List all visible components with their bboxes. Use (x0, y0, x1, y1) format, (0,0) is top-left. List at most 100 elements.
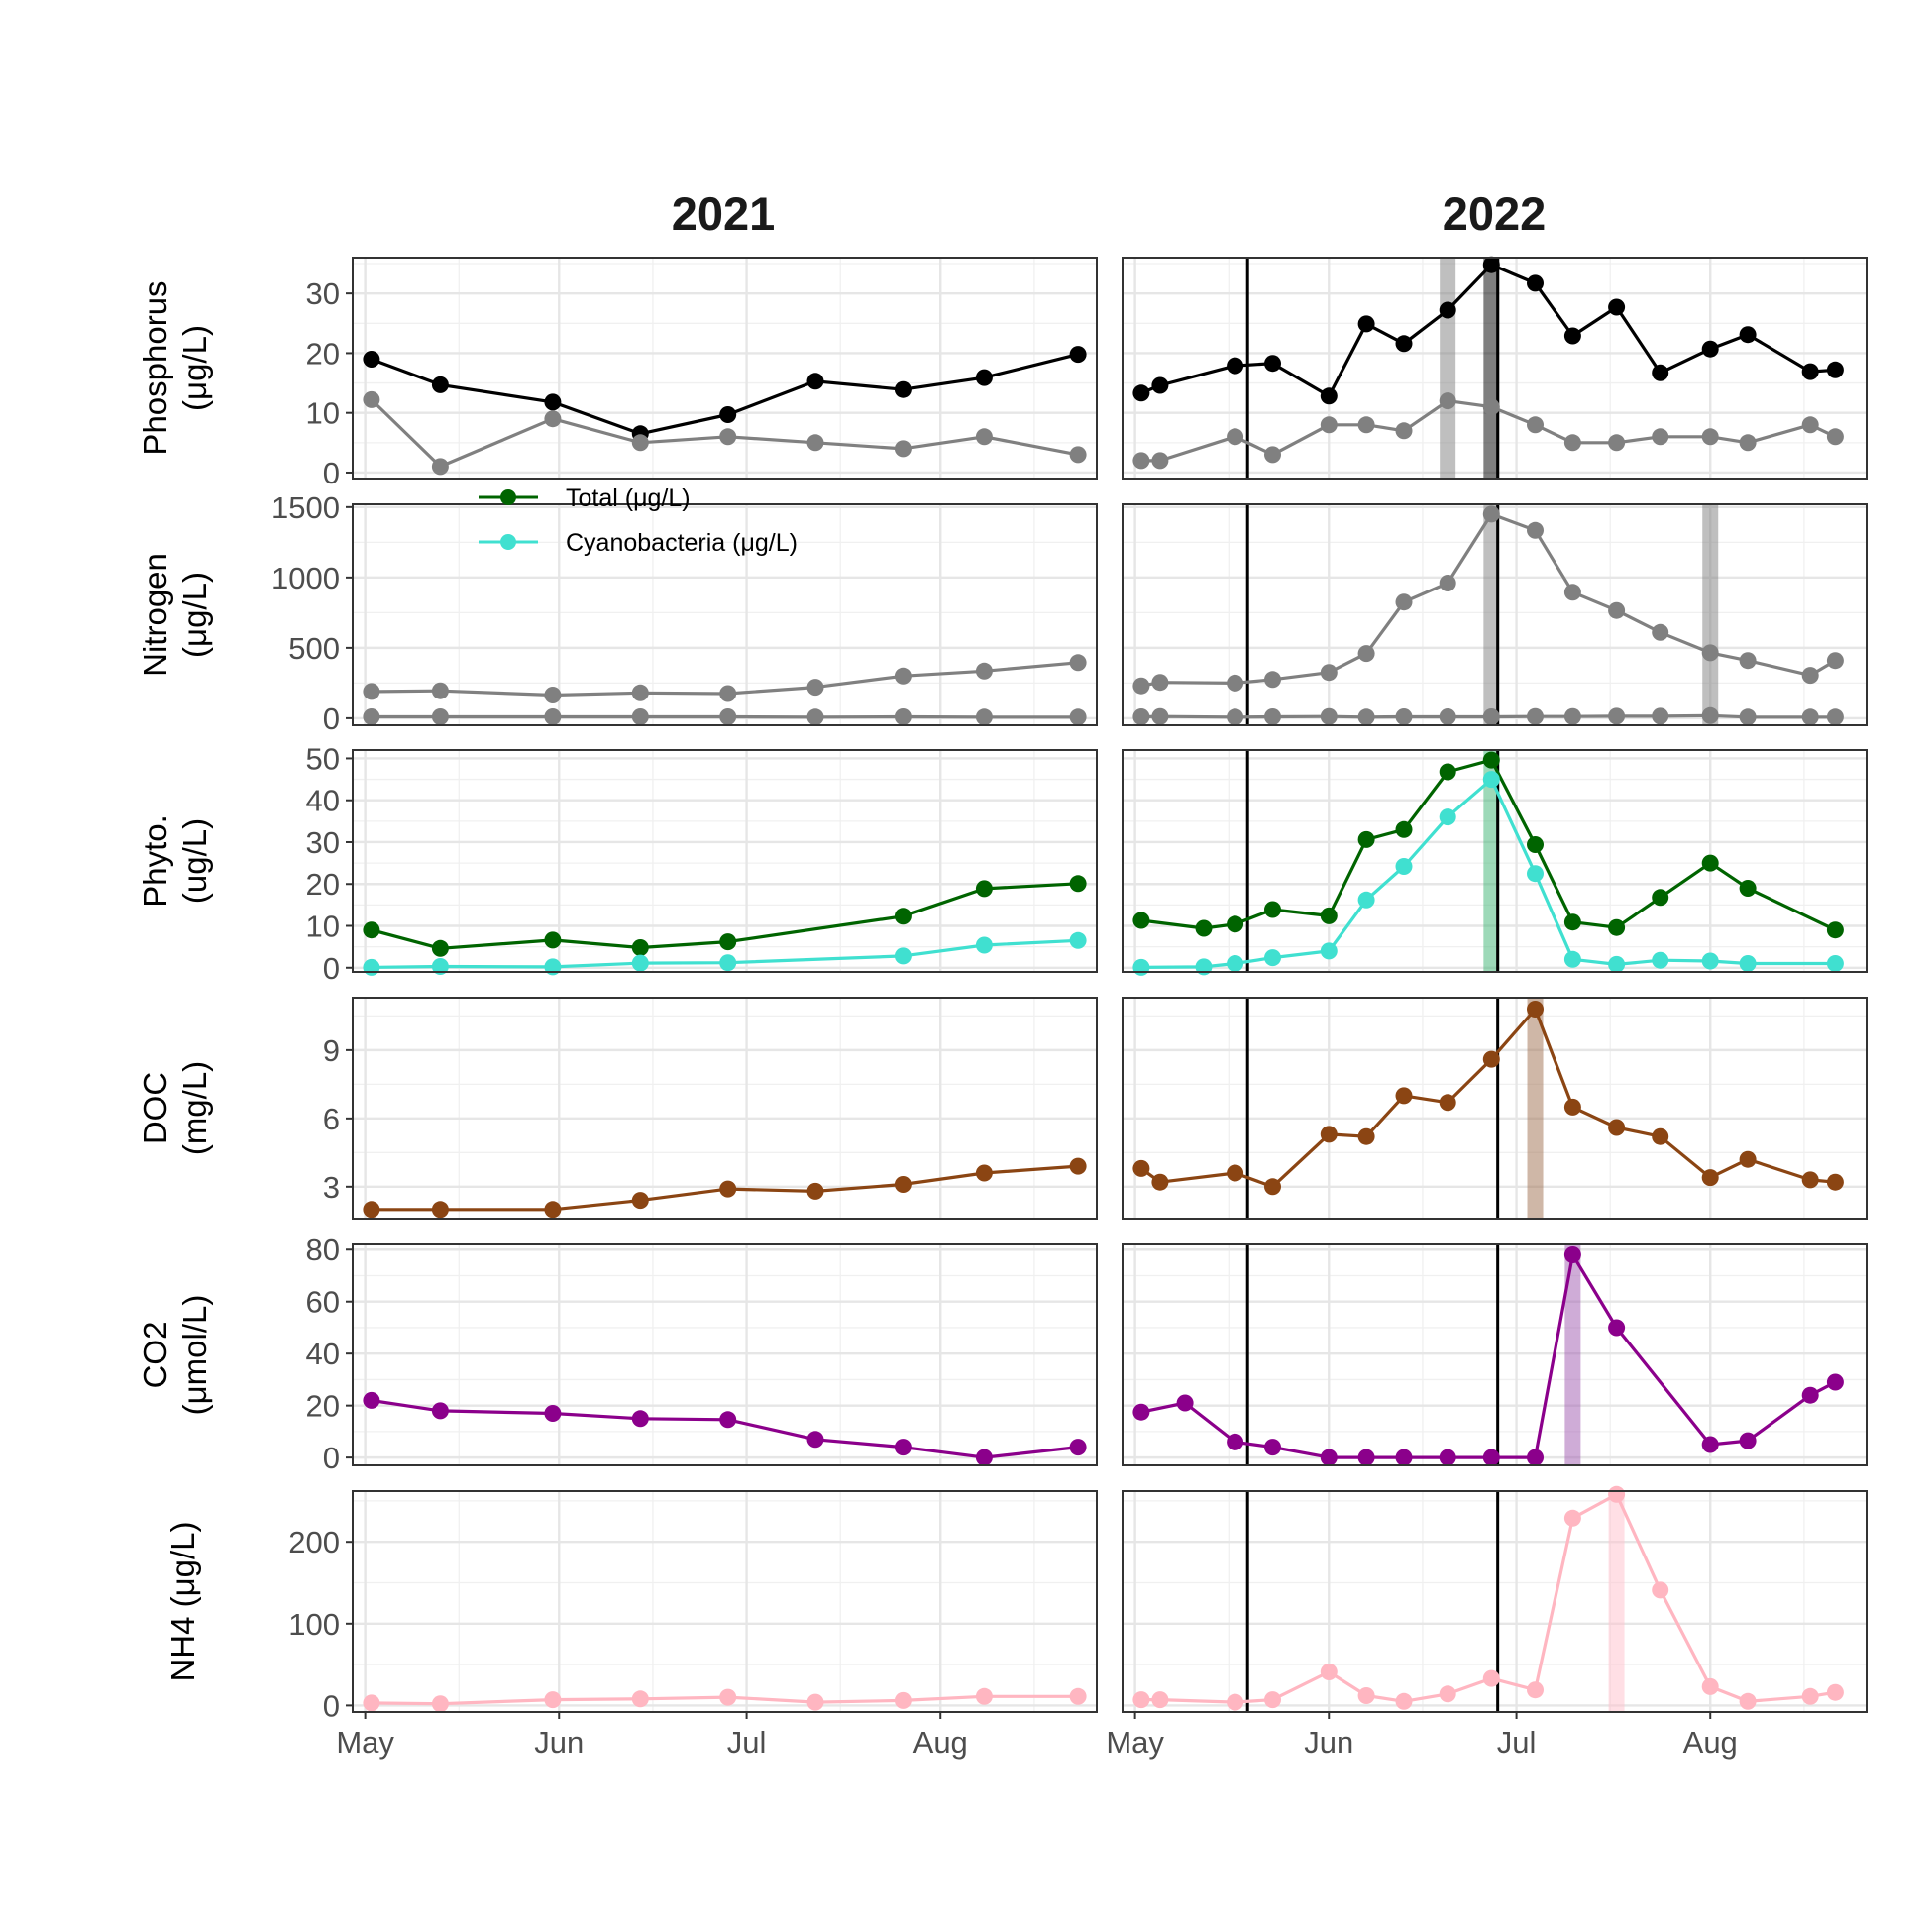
data-point (975, 1687, 993, 1705)
y-tick-label: 20 (306, 336, 340, 371)
data-point (806, 1182, 824, 1200)
data-point (1395, 1087, 1413, 1105)
data-point (1563, 1509, 1581, 1527)
data-point (1357, 1127, 1375, 1145)
data-point (1069, 1157, 1087, 1175)
data-point (363, 958, 380, 976)
data-point (719, 406, 737, 423)
legend-key-point-total (500, 489, 516, 505)
panel-phyto-2022 (1122, 749, 1868, 976)
data-point (1132, 708, 1150, 725)
data-point (1652, 1581, 1669, 1599)
data-point (1608, 955, 1626, 973)
data-point (544, 931, 562, 949)
data-point (1801, 416, 1819, 434)
data-point (1652, 707, 1669, 725)
data-point (1132, 912, 1150, 929)
data-point (544, 1405, 562, 1422)
data-point (1439, 763, 1456, 781)
data-point (1527, 836, 1544, 853)
data-point (1227, 357, 1244, 375)
data-point (1739, 1692, 1757, 1710)
y-axis-title-doc: DOC (mg/L) (137, 1061, 213, 1155)
data-point (1652, 951, 1669, 969)
data-point (1739, 1432, 1757, 1449)
data-point (719, 685, 737, 702)
data-point (1195, 919, 1213, 937)
panel-border (1122, 503, 1868, 726)
y-tick-label: 40 (306, 784, 340, 818)
data-point (1151, 1691, 1169, 1709)
data-point (1439, 708, 1456, 725)
y-tick-label: 0 (323, 951, 340, 986)
panel-phosphorus-2022 (1122, 256, 1868, 480)
data-point (806, 1693, 824, 1711)
data-point (1527, 865, 1544, 883)
data-point (806, 708, 824, 726)
data-point (975, 1164, 993, 1182)
y-tick-label: 0 (323, 456, 340, 490)
panel-border (1122, 1490, 1868, 1713)
data-point (1652, 364, 1669, 381)
series-line-0 (1140, 758, 1837, 932)
data-point (719, 1411, 737, 1429)
data-point (1227, 915, 1244, 933)
data-point (719, 933, 737, 951)
data-point (1395, 1692, 1413, 1710)
data-point (1227, 955, 1244, 972)
panel-phyto-2021: 0 10 20 30 40 50 (306, 741, 1098, 986)
data-point (431, 1402, 449, 1420)
y-tick-label: 500 (288, 631, 340, 666)
data-point (1527, 416, 1544, 434)
data-point (975, 428, 993, 446)
data-point (631, 939, 649, 956)
data-point (1320, 942, 1338, 960)
data-point (1320, 416, 1338, 434)
data-point (1608, 1319, 1626, 1337)
data-point (631, 684, 649, 701)
data-point (1069, 346, 1087, 364)
legend: Total (μg/L) Cyanobacteria (μg/L) (479, 484, 798, 557)
x-tick-label: May (336, 1725, 394, 1760)
data-point (1701, 340, 1719, 358)
panel-co2-2022 (1122, 1243, 1868, 1466)
data-point (1801, 1171, 1819, 1189)
legend-label-cyanobacteria: Cyanobacteria (μg/L) (566, 529, 798, 557)
data-point (1652, 428, 1669, 446)
data-point (1482, 505, 1500, 523)
data-point (1357, 1687, 1375, 1704)
data-point (719, 954, 737, 972)
data-point (1701, 1169, 1719, 1187)
y-tick-label: 200 (288, 1525, 340, 1559)
y-tick-label: 20 (306, 867, 340, 902)
y-axis-title-line: Phyto. (137, 814, 173, 908)
panel-nitrogen-2021: 0 500 1000 1500 (271, 490, 1098, 736)
data-point (1357, 830, 1375, 848)
panel-border (352, 749, 1098, 973)
data-point (1320, 387, 1338, 405)
y-tick-label: 50 (306, 741, 340, 776)
y-axis-title-line: DOC (137, 1072, 173, 1144)
data-point (1739, 708, 1757, 726)
data-point (431, 939, 449, 957)
y-tick-label: 9 (323, 1033, 340, 1068)
data-point (1482, 1050, 1500, 1068)
data-point (1608, 601, 1626, 619)
data-point (1482, 771, 1500, 789)
data-point (1563, 1246, 1581, 1263)
data-point (431, 958, 449, 975)
data-point (1482, 1449, 1500, 1466)
data-point (631, 1410, 649, 1428)
data-point (1439, 1685, 1456, 1703)
data-point (363, 1391, 380, 1409)
data-point (1264, 671, 1281, 689)
data-point (1320, 1664, 1338, 1680)
data-point (1151, 707, 1169, 725)
data-point (1826, 708, 1844, 726)
data-point (1151, 376, 1169, 394)
highlight-band (1483, 258, 1500, 479)
data-point (1482, 1669, 1500, 1687)
y-axis-title-line: CO2 (137, 1322, 173, 1389)
y-tick-label: 1000 (271, 561, 340, 595)
